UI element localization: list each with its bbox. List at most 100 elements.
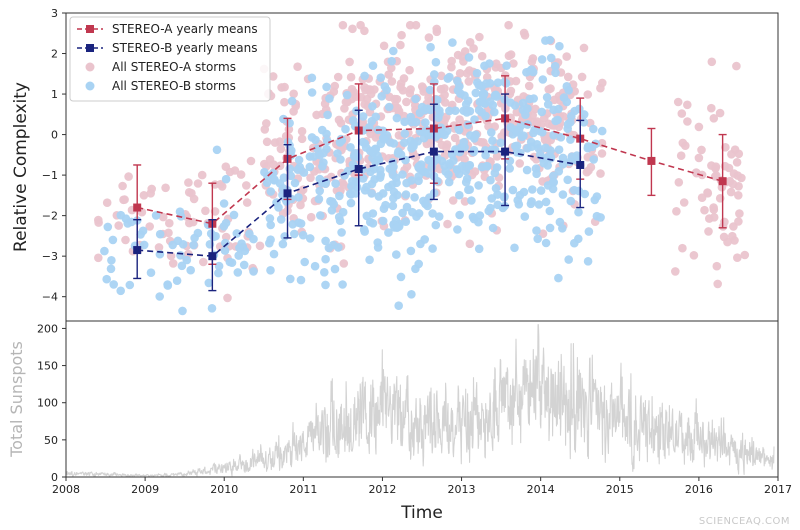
stereo-b-storm-point bbox=[523, 104, 532, 113]
stereo-b-storm-point bbox=[321, 254, 330, 264]
stereo-b-storm-point bbox=[474, 181, 483, 190]
stereo-b-storm-point bbox=[262, 178, 272, 187]
stereo-b-storm-point bbox=[570, 106, 579, 116]
stereo-a-storm-point bbox=[672, 207, 681, 216]
stereo-b-storm-point bbox=[566, 118, 575, 127]
stereo-b-storm-point bbox=[324, 243, 334, 253]
stereo-b-storm-point bbox=[538, 75, 548, 84]
stereo-a-mean-marker bbox=[133, 203, 142, 212]
complexity-y-tick-label: −4 bbox=[42, 291, 58, 304]
stereo-b-storm-point bbox=[459, 137, 469, 147]
stereo-a-storm-point bbox=[531, 104, 540, 114]
stereo-a-storm-point bbox=[724, 163, 734, 173]
stereo-b-storm-point bbox=[103, 222, 113, 232]
sunspots-y-tick-label: 0 bbox=[51, 471, 58, 484]
stereo-a-storm-point bbox=[306, 212, 316, 222]
stereo-b-storm-point bbox=[232, 229, 242, 238]
stereo-b-storm-point bbox=[269, 249, 279, 259]
stereo-b-storm-point bbox=[249, 267, 258, 276]
stereo-a-storm-point bbox=[280, 82, 289, 92]
stereo-a-storm-point bbox=[460, 155, 469, 164]
stereo-b-storm-point bbox=[234, 251, 243, 260]
legend: STEREO-A yearly means STEREO-B yearly me… bbox=[69, 16, 271, 102]
complexity-y-tick-label: 0 bbox=[51, 129, 58, 142]
stereo-b-storm-point bbox=[189, 240, 198, 250]
stereo-b-storm-point bbox=[431, 95, 441, 104]
stereo-b-storm-point bbox=[331, 179, 340, 188]
stereo-b-storm-point bbox=[431, 220, 441, 230]
stereo-a-storm-point bbox=[694, 122, 704, 132]
stereo-a-storm-point bbox=[246, 156, 256, 166]
stereo-b-storm-point bbox=[472, 68, 482, 78]
stereo-b-storm-point bbox=[440, 130, 449, 140]
stereo-a-storm-point bbox=[546, 84, 555, 93]
stereo-b-storm-point bbox=[146, 268, 156, 278]
stereo-b-storm-point bbox=[368, 102, 377, 111]
stereo-b-storm-point bbox=[428, 244, 437, 253]
stereo-a-storm-point bbox=[732, 61, 741, 71]
stereo-b-storm-point bbox=[221, 218, 231, 228]
stereo-a-storm-point bbox=[347, 84, 357, 94]
stereo-b-storm-point bbox=[554, 273, 563, 283]
stereo-b-storm-point bbox=[330, 264, 340, 274]
stereo-a-storm-point bbox=[145, 222, 154, 231]
stereo-a-storm-point bbox=[678, 138, 688, 148]
stereo-a-storm-point bbox=[236, 170, 246, 179]
stereo-b-storm-point bbox=[207, 304, 217, 313]
stereo-b-storm-point bbox=[464, 53, 474, 62]
stereo-b-storm-point bbox=[478, 91, 488, 101]
stereo-a-storm-point bbox=[197, 170, 207, 180]
stereo-b-storm-point bbox=[558, 224, 567, 233]
stereo-a-storm-point bbox=[360, 100, 370, 109]
stereo-a-storm-point bbox=[341, 97, 351, 107]
stereo-b-storm-point bbox=[327, 206, 337, 215]
legend-marker-stereo-b bbox=[86, 44, 94, 52]
stereo-a-storm-point bbox=[465, 239, 475, 249]
stereo-b-storm-point bbox=[370, 175, 379, 184]
stereo-b-storm-point bbox=[362, 211, 372, 221]
stereo-a-storm-point bbox=[297, 127, 307, 136]
stereo-a-storm-point bbox=[740, 250, 750, 260]
stereo-b-storm-point bbox=[554, 104, 563, 114]
stereo-b-storm-point bbox=[379, 204, 389, 213]
stereo-b-storm-point bbox=[485, 97, 495, 106]
complexity-y-tick-label: 2 bbox=[51, 48, 58, 61]
stereo-b-storm-point bbox=[336, 134, 346, 144]
stereo-b-storm-point bbox=[455, 210, 464, 220]
stereo-b-storm-point bbox=[597, 126, 607, 136]
stereo-b-storm-point bbox=[229, 210, 239, 220]
stereo-a-storm-point bbox=[453, 50, 463, 60]
stereo-a-storm-point bbox=[166, 251, 176, 261]
stereo-b-storm-point bbox=[305, 234, 315, 243]
stereo-a-storm-point bbox=[528, 111, 537, 120]
stereo-a-storm-point bbox=[164, 228, 173, 238]
stereo-b-storm-point bbox=[551, 68, 560, 78]
stereo-b-storm-point bbox=[533, 234, 542, 244]
stereo-a-storm-point bbox=[284, 125, 294, 134]
stereo-b-storm-point bbox=[100, 246, 109, 256]
stereo-b-storm-point bbox=[318, 162, 327, 171]
stereo-b-storm-point bbox=[300, 257, 310, 267]
stereo-a-storm-point bbox=[396, 40, 405, 50]
stereo-b-storm-point bbox=[163, 281, 173, 290]
stereo-b-storm-point bbox=[508, 185, 518, 195]
stereo-a-storm-point bbox=[440, 84, 449, 93]
stereo-b-storm-point bbox=[334, 243, 343, 252]
stereo-a-storm-point bbox=[201, 206, 210, 216]
stereo-b-storm-point bbox=[346, 198, 356, 208]
stereo-b-storm-point bbox=[337, 228, 346, 237]
stereo-b-storm-point bbox=[378, 189, 388, 198]
stereo-a-storm-point bbox=[139, 191, 149, 200]
stereo-a-storm-point bbox=[679, 198, 689, 207]
stereo-a-storm-point bbox=[462, 69, 472, 78]
stereo-b-storm-point bbox=[414, 259, 424, 269]
stereo-a-storm-point bbox=[306, 173, 315, 183]
stereo-b-storm-point bbox=[296, 275, 306, 285]
stereo-b-storm-point bbox=[465, 161, 474, 170]
stereo-a-storm-point bbox=[550, 95, 559, 105]
stereo-b-storm-point bbox=[428, 209, 437, 218]
complexity-y-tick-label: −2 bbox=[42, 210, 58, 223]
stereo-b-storm-point bbox=[398, 208, 407, 218]
stereo-b-storm-point bbox=[526, 199, 536, 209]
stereo-a-storm-point bbox=[689, 251, 699, 260]
